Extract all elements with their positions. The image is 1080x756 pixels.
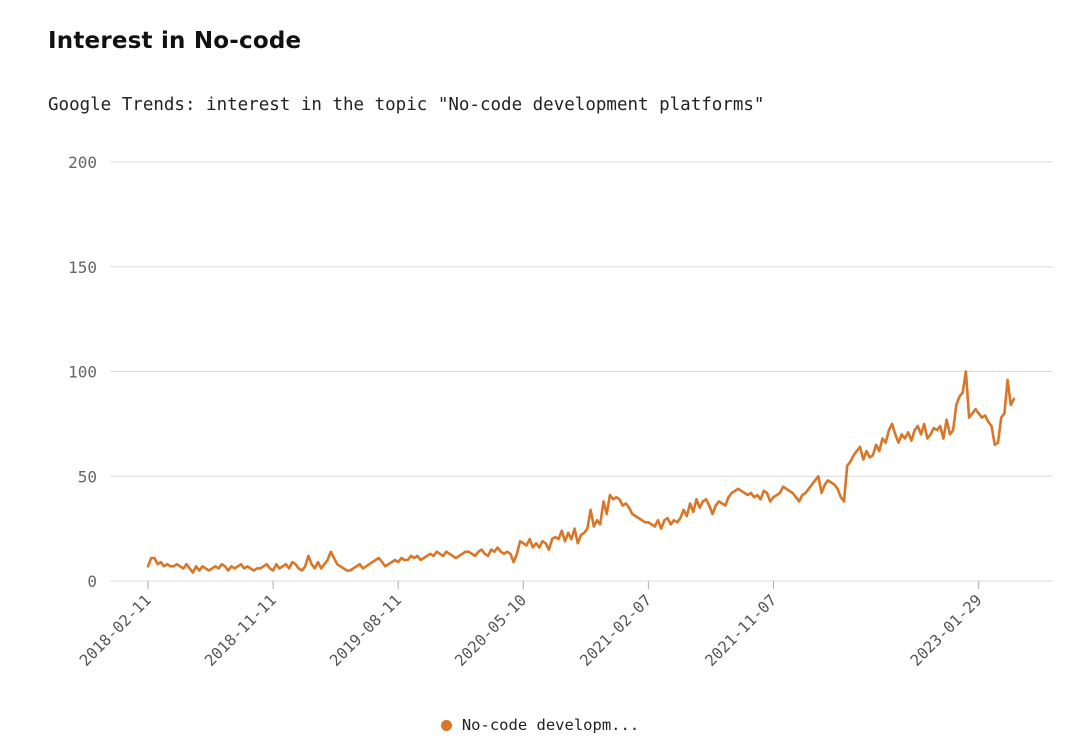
legend-marker [440,720,452,731]
y-tick-label: 0 [87,572,97,591]
x-tick-label: 2023-01-29 [907,591,986,670]
x-tick-label: 2018-02-11 [76,591,155,670]
x-tick-label: 2020-05-10 [451,591,530,670]
chart-title: Interest in No-code [48,28,302,54]
y-axis: 0 50 100 150 200 [68,153,97,591]
x-tick-label: 2018-11-11 [201,591,280,670]
x-tick-label: 2021-11-07 [702,591,781,670]
y-tick-label: 200 [68,153,97,172]
series-line-no-code[interactable] [146,370,1016,574]
series-group [146,370,1016,574]
x-tick-label: 2019-08-11 [326,591,405,670]
y-tick-label: 100 [68,363,97,382]
x-axis: 2018-02-11 2018-11-11 2019-08-11 2020-05-10… [76,581,986,670]
y-tick-label: 50 [78,467,97,486]
x-tick-label: 2021-02-07 [576,591,655,670]
legend[interactable]: No-code developm... [0,716,1080,734]
chart-subtitle: Google Trends: interest in the topic "No… [48,95,765,115]
legend-label: No-code developm... [461,716,640,734]
y-tick-label: 150 [68,258,97,277]
grid-lines [110,161,1053,582]
